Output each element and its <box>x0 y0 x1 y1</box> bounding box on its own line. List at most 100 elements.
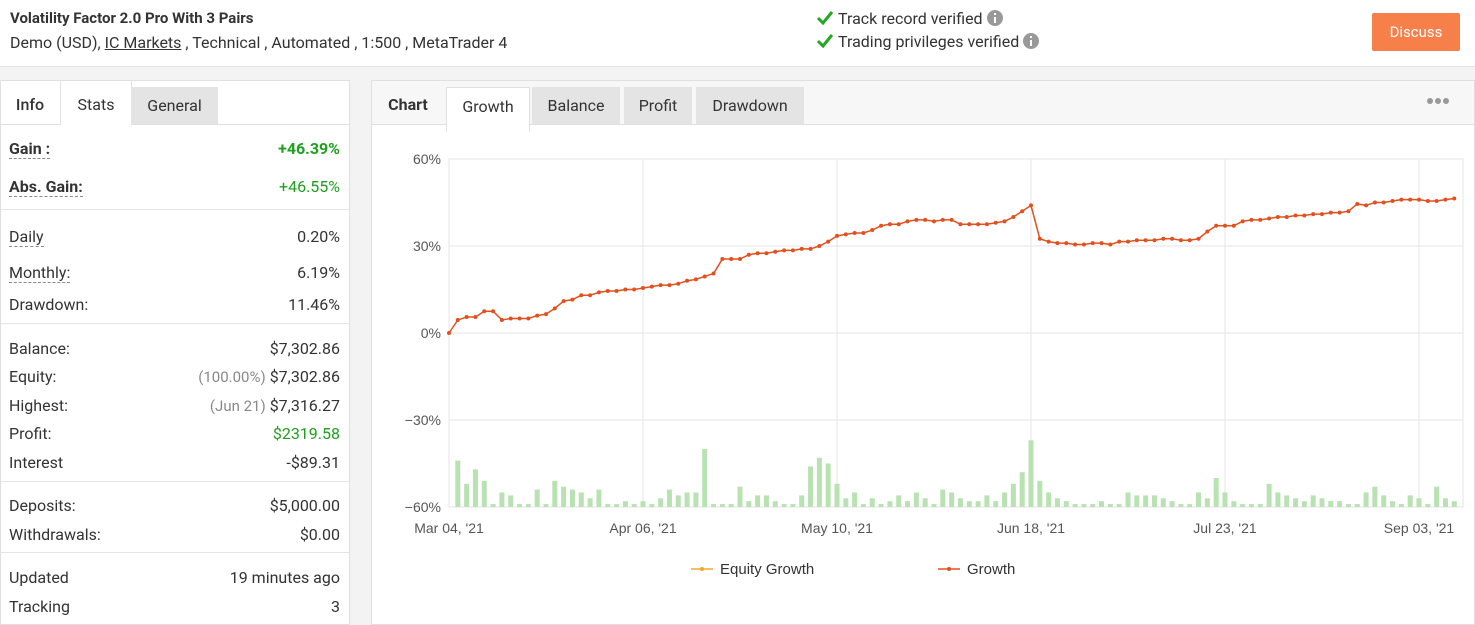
volume-bar <box>772 501 778 507</box>
point <box>517 316 522 321</box>
stat-number: 0.20% <box>297 227 340 246</box>
point <box>1055 241 1060 246</box>
x-tick-label: Jun 18, '21 <box>997 520 1065 536</box>
point <box>544 312 548 317</box>
point <box>1417 197 1421 202</box>
info-icon[interactable] <box>986 10 1003 26</box>
stat-label: Withdrawals: <box>9 525 101 544</box>
point <box>1002 219 1007 224</box>
point <box>693 277 698 282</box>
volume-bar <box>763 495 769 507</box>
stat-label: Abs. Gain: <box>9 177 83 197</box>
stat-label: Balance: <box>9 339 70 358</box>
volume-bar <box>1442 498 1448 507</box>
stat-row: Withdrawals: $0.00 <box>9 525 340 547</box>
separator <box>1 552 349 553</box>
stat-value: -$89.31 <box>286 453 340 472</box>
volume-bar <box>816 457 822 507</box>
volume-bar <box>1107 504 1113 507</box>
stat-number: $0.00 <box>299 525 340 544</box>
point <box>667 283 672 288</box>
tab[interactable]: Balance <box>532 87 620 124</box>
volume-bar <box>1284 495 1290 507</box>
point <box>1170 236 1175 241</box>
point <box>526 316 531 321</box>
point <box>1117 239 1122 244</box>
menu-icon[interactable] <box>1426 97 1450 105</box>
volume-bar <box>640 501 646 507</box>
stat-number: 6.19% <box>297 263 340 282</box>
point <box>1240 219 1245 224</box>
info-icon[interactable] <box>1023 33 1040 49</box>
point <box>808 246 813 251</box>
point <box>958 222 963 227</box>
point <box>879 223 884 228</box>
volume-bar <box>631 504 637 507</box>
volume-bar <box>1231 501 1237 507</box>
volume-bar <box>587 498 593 507</box>
volume-bar <box>737 486 743 507</box>
stat-number: +46.39% <box>278 139 340 158</box>
point <box>702 274 707 279</box>
volume-bar <box>1169 501 1175 507</box>
legend-marker <box>700 567 704 571</box>
volume-bar <box>1196 492 1202 507</box>
volume-bar <box>464 483 470 507</box>
volume-bar <box>896 495 902 507</box>
point <box>1443 197 1448 202</box>
point <box>482 309 487 314</box>
stat-value: $2319.58 <box>273 424 340 443</box>
discuss-button[interactable]: Discuss <box>1372 13 1460 51</box>
separator <box>1 481 349 482</box>
stat-label: Interest <box>9 453 64 472</box>
point <box>1178 238 1183 243</box>
tab-active[interactable]: Growth <box>446 87 530 132</box>
stat-value: 11.46% <box>288 295 340 314</box>
point <box>923 217 928 222</box>
broker-link[interactable]: IC Markets <box>104 33 182 52</box>
tab[interactable]: Profit <box>624 87 692 124</box>
point <box>932 219 936 224</box>
stat-row: Abs. Gain: +46.55% <box>9 177 340 199</box>
stat-row: Balance: $7,302.86 <box>9 339 340 361</box>
volume-bar <box>1381 495 1387 507</box>
verification-text: Track record verified <box>838 9 983 28</box>
y-tick-label: −30% <box>405 412 441 428</box>
tab[interactable]: Drawdown <box>696 87 804 124</box>
stat-row: Tracking 3 <box>9 597 340 619</box>
volume-bar <box>984 495 990 507</box>
volume-bar <box>1187 504 1193 507</box>
tab[interactable]: Info <box>15 95 45 114</box>
point <box>1064 241 1069 246</box>
stat-row: Daily 0.20% <box>9 227 340 249</box>
volume-bar <box>1037 480 1043 507</box>
volume-bar <box>975 501 981 507</box>
point <box>790 248 795 253</box>
volume-bar <box>1072 504 1078 507</box>
volume-bar <box>931 504 937 507</box>
point <box>641 286 645 291</box>
volume-bar <box>1407 495 1413 507</box>
check-icon <box>816 11 834 26</box>
point <box>491 309 496 314</box>
point <box>1029 203 1033 208</box>
volume-bar <box>1028 440 1034 507</box>
stat-note: (100.00%) <box>198 368 266 386</box>
volume-bar <box>1319 498 1325 507</box>
point <box>1161 236 1166 241</box>
stat-value: 6.19% <box>297 263 340 282</box>
point <box>596 290 601 295</box>
point <box>1390 199 1395 204</box>
stat-value: +46.39% <box>278 139 340 158</box>
stats-panel: Info Stats General Gain : +46.39% Abs. Gai… <box>0 80 350 625</box>
volume-bar <box>843 498 849 507</box>
tab[interactable]: General <box>131 87 218 124</box>
point <box>676 281 681 286</box>
volume-bar <box>1134 495 1140 507</box>
point <box>914 217 919 222</box>
point <box>799 246 804 251</box>
volume-bar <box>508 495 514 507</box>
tab-active[interactable]: Stats <box>60 80 132 125</box>
point <box>711 271 716 276</box>
volume-bar <box>1363 492 1369 507</box>
